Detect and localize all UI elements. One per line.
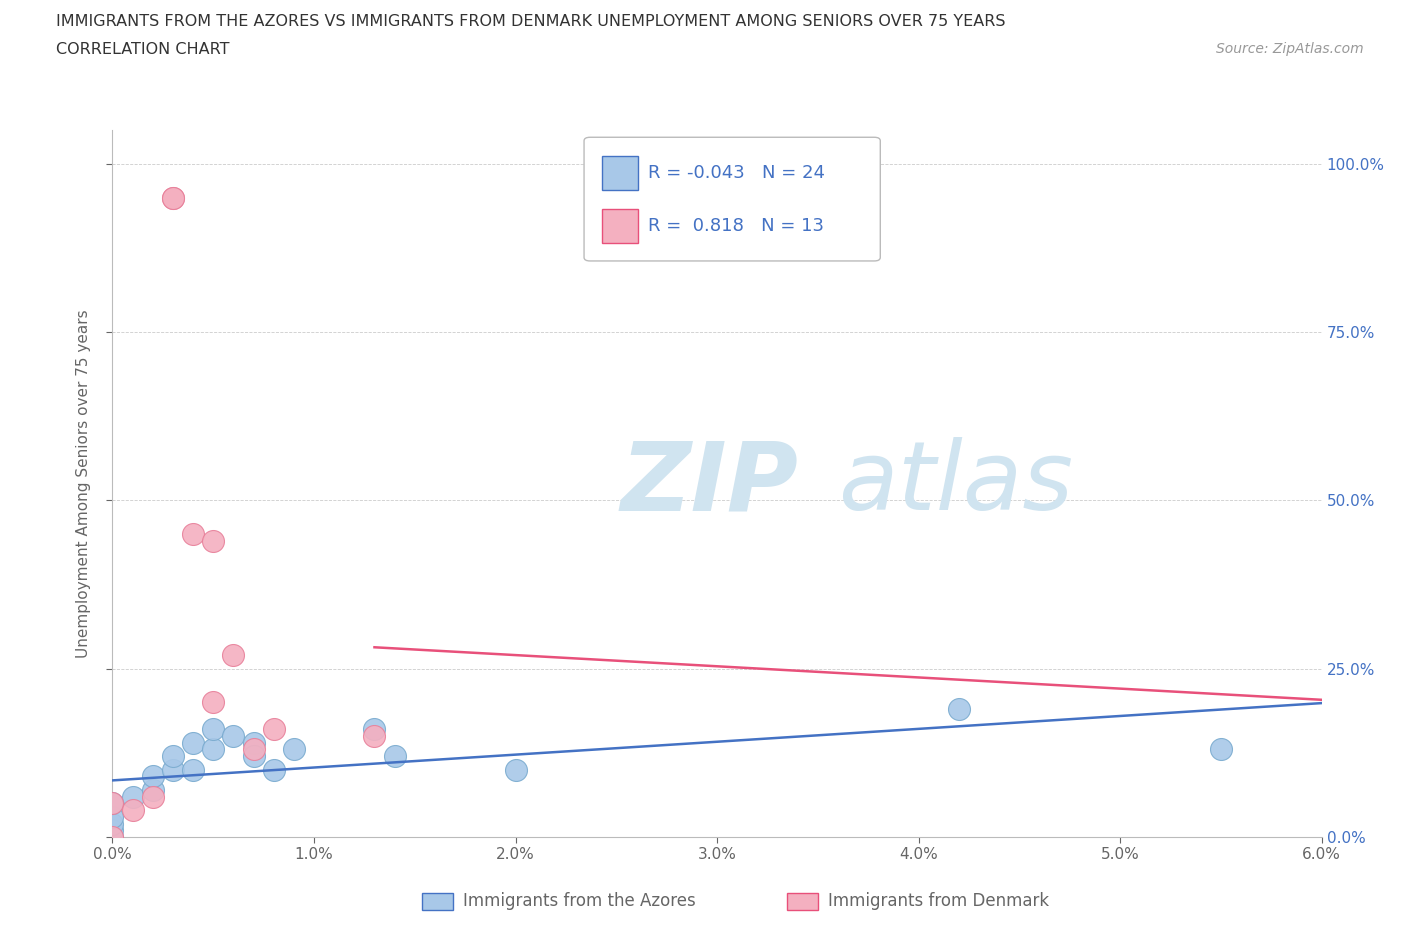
Point [222,728,245,743]
Point [142,782,165,797]
Point [1209,742,1232,757]
Y-axis label: Unemployment Among Seniors over 75 years: Unemployment Among Seniors over 75 years [76,310,91,658]
Text: ZIP: ZIP [620,437,799,530]
Point [263,722,285,737]
Point [242,736,264,751]
Point [101,809,124,824]
Point [181,526,204,541]
Point [121,803,143,817]
Point [101,796,124,811]
Point [121,790,143,804]
Point [162,749,184,764]
Point [202,742,225,757]
Point [505,763,527,777]
Bar [602,209,638,244]
Point [948,701,970,716]
Point [242,742,264,757]
Point [181,736,204,751]
Point [101,796,124,811]
Point [263,763,285,777]
Point [242,749,264,764]
Point [363,722,385,737]
Point [202,722,225,737]
Point [101,830,124,844]
Point [142,769,165,784]
Text: Source: ZipAtlas.com: Source: ZipAtlas.com [1216,42,1364,56]
Point [101,823,124,838]
Point [363,728,385,743]
Text: Immigrants from Denmark: Immigrants from Denmark [828,892,1049,910]
Text: Immigrants from the Azores: Immigrants from the Azores [463,892,696,910]
Text: IMMIGRANTS FROM THE AZORES VS IMMIGRANTS FROM DENMARK UNEMPLOYMENT AMONG SENIORS: IMMIGRANTS FROM THE AZORES VS IMMIGRANTS… [56,14,1005,29]
Point [202,534,225,549]
Point [142,790,165,804]
Point [202,695,225,710]
Point [162,763,184,777]
Point [101,817,124,831]
FancyBboxPatch shape [583,138,880,261]
Point [162,190,184,205]
Text: atlas: atlas [838,437,1073,530]
Point [222,648,245,663]
Point [101,830,124,844]
Point [384,749,406,764]
Text: CORRELATION CHART: CORRELATION CHART [56,42,229,57]
Text: R = -0.043   N = 24: R = -0.043 N = 24 [648,165,825,182]
Point [162,190,184,205]
Point [181,763,204,777]
Bar [602,156,638,191]
Point [283,742,305,757]
Text: R =  0.818   N = 13: R = 0.818 N = 13 [648,218,824,235]
